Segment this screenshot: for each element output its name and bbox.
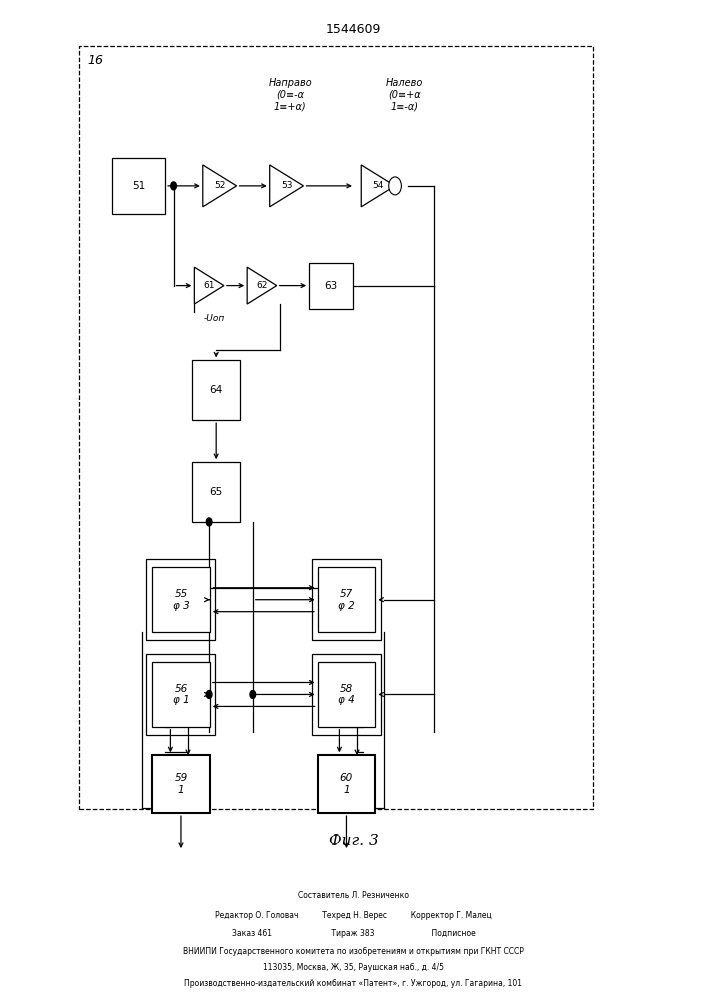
- Bar: [317, 567, 375, 632]
- Text: 52: 52: [214, 181, 226, 190]
- Bar: [152, 755, 210, 813]
- Polygon shape: [247, 267, 276, 304]
- Circle shape: [389, 177, 402, 195]
- Text: Редактор О. Головач          Техред Н. Верес          Корректор Г. Малец: Редактор О. Головач Техред Н. Верес Корр…: [215, 911, 492, 920]
- Bar: [317, 662, 375, 727]
- Text: -Uоп: -Uоп: [204, 314, 225, 323]
- Text: 65: 65: [209, 487, 223, 497]
- Bar: [309, 263, 353, 309]
- Text: Фиг. 3: Фиг. 3: [329, 834, 378, 848]
- Text: 1544609: 1544609: [326, 23, 381, 36]
- Bar: [192, 360, 240, 420]
- Text: 57
φ 2: 57 φ 2: [338, 589, 355, 611]
- Polygon shape: [203, 165, 237, 207]
- Text: 56
φ 1: 56 φ 1: [173, 684, 189, 705]
- Bar: [152, 662, 210, 727]
- Circle shape: [206, 690, 212, 698]
- Text: 113035, Москва, Ж, 35, Раушская наб., д. 4/5: 113035, Москва, Ж, 35, Раушская наб., д.…: [263, 963, 444, 972]
- Circle shape: [171, 182, 176, 190]
- Text: Налево
(0≡+α
1≡-α): Налево (0≡+α 1≡-α): [386, 78, 423, 111]
- Text: 60
1: 60 1: [340, 773, 353, 795]
- Text: 55
φ 3: 55 φ 3: [173, 589, 189, 611]
- Text: 62: 62: [256, 281, 268, 290]
- Polygon shape: [269, 165, 303, 207]
- Bar: [146, 559, 216, 640]
- Bar: [112, 158, 165, 214]
- Bar: [317, 755, 375, 813]
- Text: Заказ 461                         Тираж 383                        Подписное: Заказ 461 Тираж 383 Подписное: [232, 929, 475, 938]
- Text: 58
φ 4: 58 φ 4: [338, 684, 355, 705]
- Text: 53: 53: [281, 181, 293, 190]
- Bar: [312, 559, 381, 640]
- Bar: [192, 462, 240, 522]
- Text: Производственно-издательский комбинат «Патент», г. Ужгород, ул. Гагарина, 101: Производственно-издательский комбинат «П…: [185, 979, 522, 988]
- Bar: [146, 654, 216, 735]
- Circle shape: [206, 518, 212, 526]
- Polygon shape: [361, 165, 395, 207]
- Text: 59
1: 59 1: [175, 773, 187, 795]
- Circle shape: [250, 690, 256, 698]
- Text: 16: 16: [87, 54, 103, 67]
- Text: 54: 54: [373, 181, 384, 190]
- Text: 51: 51: [132, 181, 146, 191]
- Polygon shape: [194, 267, 224, 304]
- Bar: [152, 567, 210, 632]
- Text: 61: 61: [204, 281, 215, 290]
- Text: 63: 63: [325, 281, 337, 291]
- Text: ВНИИПИ Государственного комитета по изобретениям и открытиям при ГКНТ СССР: ВНИИПИ Государственного комитета по изоб…: [183, 947, 524, 956]
- Bar: [312, 654, 381, 735]
- Text: Направо
(0≡-α
1≡+α): Направо (0≡-α 1≡+α): [268, 78, 312, 111]
- Text: 64: 64: [209, 385, 223, 395]
- Text: Составитель Л. Резниченко: Составитель Л. Резниченко: [298, 891, 409, 900]
